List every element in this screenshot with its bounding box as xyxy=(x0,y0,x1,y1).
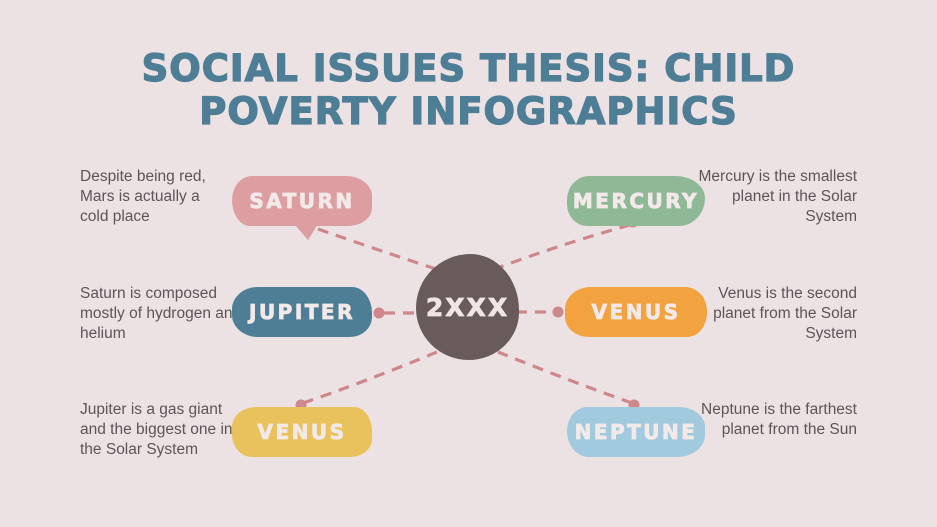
node-mercury-label: MERCURY xyxy=(572,189,700,214)
node-jupiter-label: JUPITER xyxy=(249,300,355,325)
node-neptune: NEPTUNE xyxy=(567,407,705,457)
connector-saturn xyxy=(317,227,437,271)
description-mercury: Mercury is the smallest planet in the So… xyxy=(698,168,857,225)
description-neptune: Neptune is the farthest planet from the … xyxy=(701,401,857,438)
node-venus-right: VENUS xyxy=(565,287,707,337)
connector-dot-jupiter xyxy=(373,307,385,319)
connector-venus-left xyxy=(302,350,438,405)
node-saturn: SATURN xyxy=(232,176,372,240)
node-jupiter: JUPITER xyxy=(232,287,372,337)
description-venus-left: Jupiter is a gas giant and the biggest o… xyxy=(80,401,233,458)
description-saturn: Despite being red, Mars is actually a co… xyxy=(80,168,206,225)
description-venus-right: Venus is the second planet from the Sola… xyxy=(713,285,857,342)
node-saturn-label: SATURN xyxy=(249,189,355,214)
center-year-node: 2XXX xyxy=(416,254,519,360)
connector-mercury xyxy=(499,223,631,269)
connector-dot-venus-right xyxy=(552,306,564,318)
node-neptune-label: NEPTUNE xyxy=(574,420,698,445)
node-venus-right-label: VENUS xyxy=(591,300,681,325)
page-title-line2: POVERTY INFOGRAPHICS xyxy=(199,89,738,133)
node-venus-left: VENUS xyxy=(232,407,372,457)
node-saturn-tail xyxy=(294,224,318,240)
page-title-line1: SOCIAL ISSUES THESIS: CHILD xyxy=(141,46,796,90)
node-venus-left-label: VENUS xyxy=(257,420,347,445)
description-jupiter: Saturn is composed mostly of hydrogen an… xyxy=(80,285,242,342)
connector-neptune xyxy=(497,350,633,405)
center-year-label: 2XXX xyxy=(425,292,510,322)
node-mercury: MERCURY xyxy=(567,176,705,226)
page-title: SOCIAL ISSUES THESIS: CHILD POVERTY INFOG… xyxy=(0,46,937,133)
